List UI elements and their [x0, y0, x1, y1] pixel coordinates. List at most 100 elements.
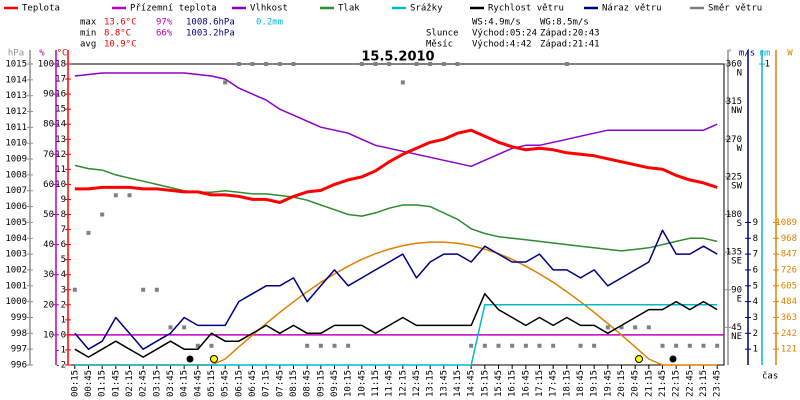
stat-press: 1008.6hPa: [186, 18, 235, 28]
moonset-marker: [669, 355, 677, 363]
stat-press: 1003.2hPa: [186, 29, 235, 39]
direction-point: [414, 62, 419, 66]
x-tick-label: 01:15: [98, 370, 108, 397]
direction-point: [236, 62, 241, 66]
direction-point: [264, 62, 269, 66]
y-tick-label: 80: [43, 120, 54, 130]
x-tick-label: 02:45: [139, 370, 149, 397]
direction-point: [318, 343, 323, 348]
direction-point: [141, 287, 146, 292]
sunset-marker: [635, 355, 643, 363]
y-tick-label: 1015: [5, 60, 27, 70]
x-tick-label: 19:15: [590, 370, 600, 397]
y-tick-label: 1002: [5, 265, 27, 275]
x-tick-label: 06:15: [234, 370, 244, 397]
direction-point: [428, 62, 433, 66]
direction-point: [209, 343, 214, 348]
direction-point: [250, 62, 255, 66]
x-tick-label: 17:45: [549, 370, 559, 397]
y-tick-label: 90: [731, 285, 742, 295]
y-tick-label: -2: [55, 361, 66, 371]
y-tick-label: 10: [55, 180, 66, 190]
direction-point: [701, 343, 706, 348]
stat-temp: 10.9°C: [104, 40, 137, 50]
y-tick-label: 1001: [5, 281, 27, 291]
y-tick-label: 100: [38, 60, 54, 70]
x-tick-label: 22:15: [672, 370, 682, 397]
legend-label: Přízemní teplota: [130, 4, 217, 14]
axis-title: °: [727, 49, 732, 59]
x-tick-label: 20:15: [617, 370, 627, 397]
y-tick-label: 0: [61, 330, 66, 340]
y-tick-label: 1013: [5, 91, 27, 101]
direction-point: [195, 343, 200, 348]
x-tick-label: 08:15: [289, 370, 299, 397]
axis-title: m/s: [739, 49, 755, 59]
direction-point: [551, 343, 556, 348]
x-tick-label: 15:15: [480, 370, 490, 397]
y-tick-label: 6: [61, 240, 66, 250]
y-tick-label: 180: [726, 210, 742, 220]
y-tick-label: 1009: [5, 155, 27, 165]
x-tick-label: 00:15: [70, 370, 80, 397]
x-tick-label: 07:45: [275, 370, 285, 397]
stat-hum: 66%: [156, 29, 173, 39]
legend-label: Tlak: [338, 4, 360, 14]
y-tick-label: 2: [61, 300, 66, 310]
y-tick-label: 225: [726, 172, 742, 182]
y-tick-label: 13: [55, 135, 66, 145]
direction-point: [127, 193, 132, 198]
direction-point: [332, 343, 337, 348]
moon-rise: Východ:4:42: [472, 40, 532, 50]
y-tick-label: 1089: [775, 218, 797, 228]
direction-point: [86, 230, 91, 235]
y-tick-label: 998: [11, 329, 27, 339]
y-tick-label: 1: [753, 345, 758, 355]
y-tick-label: 363: [781, 313, 797, 323]
x-tick-label: 04:15: [180, 370, 190, 397]
y-tick-label: 17: [55, 75, 66, 85]
y-tick-label: 999: [11, 313, 27, 323]
x-tick-label: 08:45: [303, 370, 313, 397]
wind-stat: WS:4.9m/s: [472, 18, 521, 28]
x-tick-label: 02:15: [125, 370, 135, 397]
stat-hum: 97%: [156, 18, 173, 28]
x-tick-label: 03:45: [166, 370, 176, 397]
x-tick-label: 05:45: [221, 370, 231, 397]
x-tick-label: 18:45: [576, 370, 586, 397]
y-tick-label: 996: [11, 361, 27, 371]
x-tick-label: 16:45: [521, 370, 531, 397]
direction-point: [305, 343, 310, 348]
y-tick-label: 726: [781, 265, 797, 275]
y-tick-label: 45: [731, 323, 742, 333]
y-tick-label: 1010: [5, 139, 27, 149]
direction-point: [578, 343, 583, 348]
direction-point: [660, 343, 665, 348]
direction-label: N: [737, 69, 742, 79]
legend-label: Rychlost větru: [488, 4, 564, 14]
x-tick-label: 01:45: [111, 370, 121, 397]
direction-point: [646, 325, 651, 330]
direction-point: [346, 343, 351, 348]
x-tick-label: 07:15: [262, 370, 272, 397]
direction-label: E: [737, 294, 742, 304]
direction-label: SW: [731, 181, 742, 191]
x-tick-label: 15:45: [494, 370, 504, 397]
direction-point: [592, 343, 597, 348]
y-tick-label: 7: [61, 225, 66, 235]
x-tick-label: 16:15: [508, 370, 518, 397]
direction-label: W: [737, 144, 743, 154]
moon-label: Měsíc: [426, 40, 453, 50]
direction-point: [168, 325, 173, 330]
y-tick-label: 360: [726, 60, 742, 70]
direction-point: [182, 325, 187, 330]
series-line: [74, 72, 718, 168]
y-tick-label: 315: [726, 97, 742, 107]
x-tick-label: 13:15: [426, 370, 436, 397]
axis-title: mm: [760, 49, 771, 59]
y-tick-label: 4: [61, 270, 66, 280]
y-tick-label: 90: [43, 90, 54, 100]
wind-stat: WG:8.5m/s: [540, 18, 589, 28]
y-tick-label: 3: [753, 313, 758, 323]
